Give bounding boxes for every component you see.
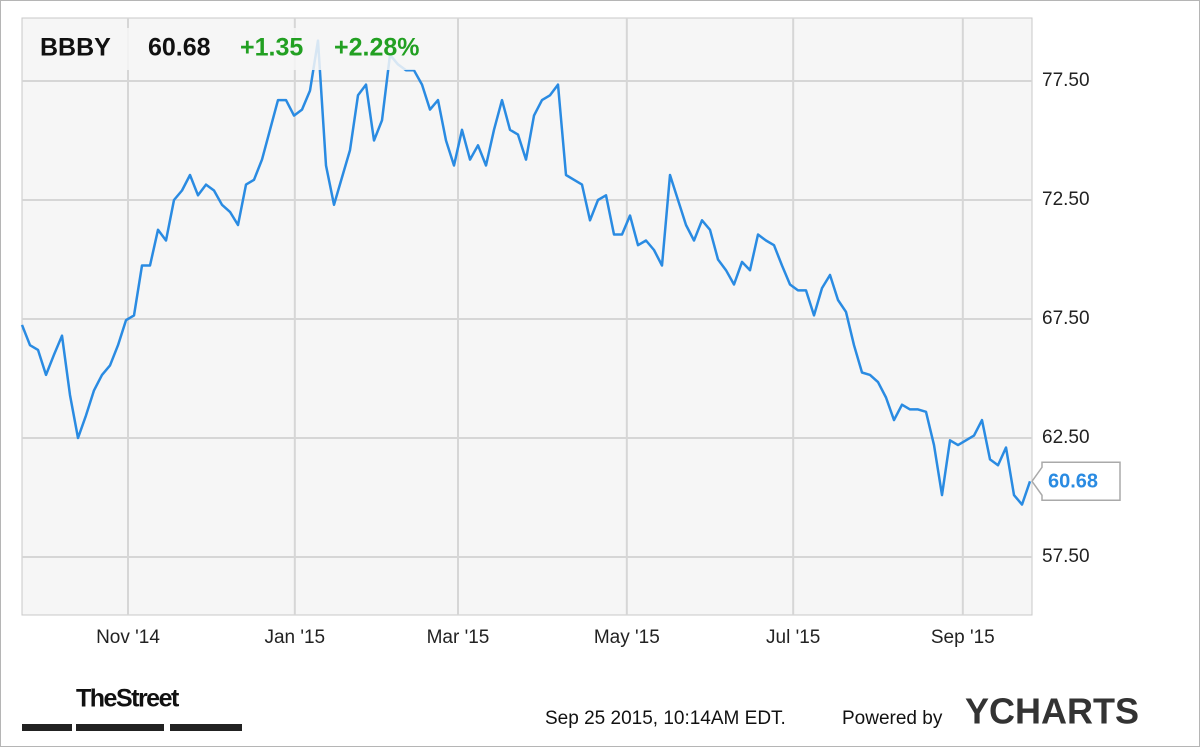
x-tick-label: Jan '15 bbox=[264, 627, 325, 648]
x-tick-label: Mar '15 bbox=[427, 627, 490, 648]
price-tag-box bbox=[1031, 461, 1121, 502]
y-tick-label: 57.50 bbox=[1042, 546, 1090, 567]
x-tick-label: Sep '15 bbox=[931, 627, 995, 648]
ticker: BBBY bbox=[40, 34, 111, 62]
grid bbox=[22, 18, 1032, 615]
header-bg bbox=[32, 28, 442, 70]
y-tick-label: 77.50 bbox=[1042, 70, 1090, 91]
x-tick-label: Nov '14 bbox=[96, 627, 160, 648]
powered-by: Powered by bbox=[842, 708, 943, 729]
y-tick-label: 67.50 bbox=[1042, 308, 1090, 329]
source-logo: TheStreet bbox=[76, 685, 180, 713]
x-tick-label: Jul '15 bbox=[766, 627, 820, 648]
price-line bbox=[20, 39, 1032, 506]
y-tick-label: 72.50 bbox=[1042, 189, 1090, 210]
logo-bar bbox=[22, 724, 72, 731]
price-tag: 60.68 bbox=[1048, 471, 1098, 493]
change-percent: +2.28% bbox=[334, 34, 420, 62]
x-tick-label: May '15 bbox=[594, 627, 660, 648]
logo-bar bbox=[76, 724, 164, 731]
change: +1.35 bbox=[240, 34, 303, 62]
y-tick-label: 62.50 bbox=[1042, 427, 1090, 448]
marks bbox=[20, 39, 1032, 506]
timestamp: Sep 25 2015, 10:14AM EDT. bbox=[545, 708, 786, 729]
price: 60.68 bbox=[148, 34, 211, 62]
plot-area bbox=[21, 17, 1033, 616]
logo-bar bbox=[170, 724, 242, 731]
brand: YCHARTS bbox=[965, 691, 1139, 732]
